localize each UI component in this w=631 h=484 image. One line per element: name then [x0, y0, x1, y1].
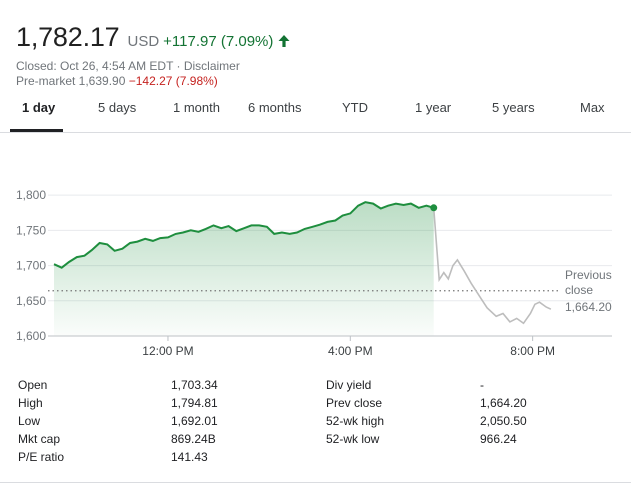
stat-label: Mkt cap	[18, 432, 61, 446]
x-tick-label: 8:00 PM	[510, 344, 555, 358]
stat-value: 1,703.34	[171, 378, 218, 392]
tab-max[interactable]: Max	[580, 100, 605, 115]
previous-close-label-line2: close	[565, 283, 593, 297]
previous-close-value: 1,664.20	[565, 300, 612, 314]
tabs-divider	[0, 132, 631, 133]
active-tab-indicator	[10, 129, 63, 132]
market-status: Closed: Oct 26, 4:54 AM EDT · Disclaimer	[16, 59, 240, 73]
stat-value: 1,664.20	[480, 396, 527, 410]
stat-label: P/E ratio	[18, 450, 65, 464]
y-tick-label: 1,650	[16, 294, 46, 308]
stat-value: 966.24	[480, 432, 517, 446]
stat-label: Div yield	[326, 378, 372, 392]
stat-value: 1,692.01	[171, 414, 218, 428]
stat-label: Low	[18, 414, 41, 428]
stat-value: -	[480, 378, 484, 392]
tab-5-years[interactable]: 5 years	[492, 100, 535, 115]
regular-session-line	[53, 201, 434, 269]
after-hours-line	[432, 207, 552, 325]
arrow-up-icon	[278, 35, 290, 47]
regular-session-area	[54, 202, 434, 336]
price-chart[interactable]: 1,800 1,750 1,700 1,650 1,600 12:00 PM 4:00 P…	[0, 160, 631, 370]
tab-1-day[interactable]: 1 day	[22, 100, 56, 115]
current-price: 1,782.17	[16, 22, 120, 52]
y-tick-label: 1,600	[16, 329, 46, 343]
stat-label: 52-wk low	[326, 432, 380, 446]
stat-label: 52-wk high	[326, 414, 385, 428]
tab-1-month[interactable]: 1 month	[173, 100, 220, 115]
premarket-change: −142.27 (7.98%)	[128, 74, 218, 88]
x-tick-label: 4:00 PM	[328, 344, 373, 358]
time-range-tabs: 1 day 5 days 1 month 6 months YTD 1 year…	[0, 92, 631, 132]
x-tick-label: 12:00 PM	[142, 344, 193, 358]
premarket-price: Pre-market 1,639.90	[16, 74, 126, 88]
stat-value: 2,050.50	[480, 414, 527, 428]
price-change: +117.97 (7.09%)	[163, 33, 274, 50]
stat-label: Open	[18, 378, 48, 392]
close-marker	[430, 204, 438, 212]
price-line: 1,782.17 USD +117.97 (7.09%)	[16, 22, 291, 53]
stat-value: 1,794.81	[171, 396, 218, 410]
quote-header: 1,782.17 USD +117.97 (7.09%) Closed: Oct…	[16, 22, 291, 89]
tab-1-year[interactable]: 1 year	[415, 100, 452, 115]
bottom-divider	[0, 482, 631, 483]
currency: USD	[127, 33, 160, 50]
stat-value: 141.43	[171, 450, 208, 464]
stat-value: 869.24B	[171, 432, 216, 446]
previous-close-label: Previous	[565, 268, 612, 282]
stat-label: High	[18, 396, 43, 410]
tab-6-months[interactable]: 6 months	[248, 100, 302, 115]
tab-ytd[interactable]: YTD	[342, 100, 368, 115]
y-tick-label: 1,800	[16, 188, 46, 202]
y-tick-label: 1,750	[16, 223, 46, 237]
premarket-line: Pre-market 1,639.90 −142.27 (7.98%)	[16, 74, 291, 89]
stat-label: Prev close	[326, 396, 383, 410]
y-tick-label: 1,700	[16, 259, 46, 273]
tab-5-days[interactable]: 5 days	[98, 100, 137, 115]
